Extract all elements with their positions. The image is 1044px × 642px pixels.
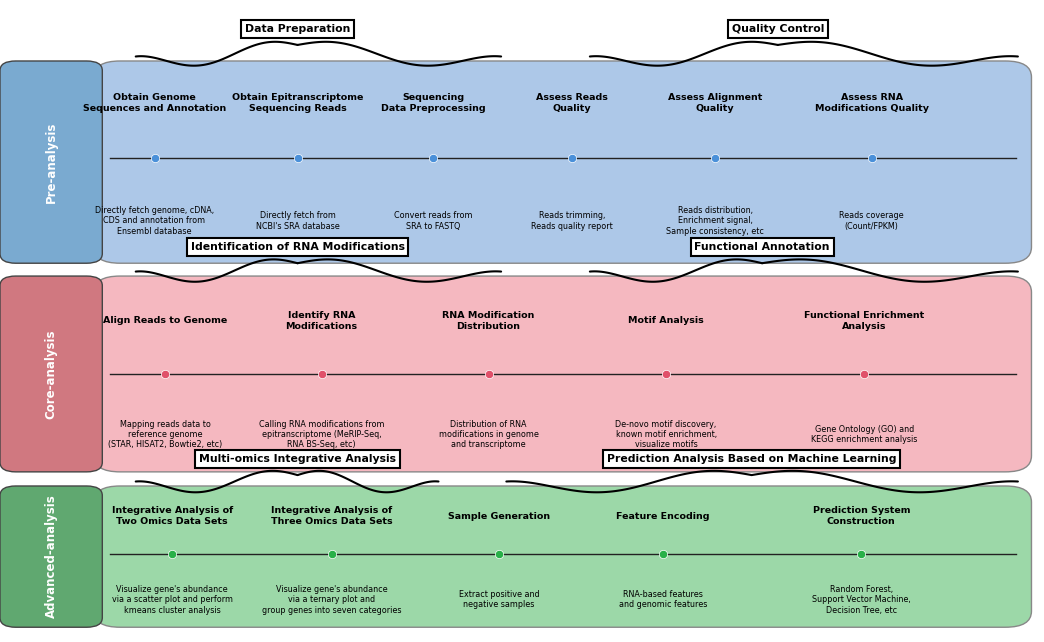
Text: Reads distribution,
Enrichment signal,
Sample consistency, etc: Reads distribution, Enrichment signal, S…	[666, 206, 764, 236]
Text: Assess Alignment
Quality: Assess Alignment Quality	[668, 93, 762, 114]
Text: Feature Encoding: Feature Encoding	[616, 512, 710, 521]
Text: Convert reads from
SRA to FASTQ: Convert reads from SRA to FASTQ	[394, 211, 473, 230]
Text: Quality Control: Quality Control	[732, 24, 824, 34]
Text: Gene Ontology (GO) and
KEGG enrichment analysis: Gene Ontology (GO) and KEGG enrichment a…	[811, 425, 918, 444]
Text: Directly fetch genome, cDNA,
CDS and annotation from
Ensembl database: Directly fetch genome, cDNA, CDS and ann…	[95, 206, 214, 236]
FancyBboxPatch shape	[0, 61, 102, 263]
Text: Random Forest,
Support Vector Machine,
Decision Tree, etc: Random Forest, Support Vector Machine, D…	[812, 585, 910, 614]
Text: Identify RNA
Modifications: Identify RNA Modifications	[285, 311, 358, 331]
Text: Core-analysis: Core-analysis	[45, 329, 57, 419]
Text: Reads coverage
(Count/FPKM): Reads coverage (Count/FPKM)	[839, 211, 904, 230]
Text: Reads trimming,
Reads quality report: Reads trimming, Reads quality report	[531, 211, 613, 230]
Text: Visualize gene's abundance
via a ternary plot and
group genes into seven categor: Visualize gene's abundance via a ternary…	[262, 585, 402, 614]
Text: Extract positive and
negative samples: Extract positive and negative samples	[458, 590, 540, 609]
Text: Prediction System
Construction: Prediction System Construction	[812, 506, 910, 526]
FancyBboxPatch shape	[0, 486, 102, 627]
Text: Distribution of RNA
modifications in genome
and transcriptome: Distribution of RNA modifications in gen…	[438, 420, 539, 449]
FancyBboxPatch shape	[94, 276, 1031, 472]
FancyBboxPatch shape	[94, 61, 1031, 263]
Text: Calling RNA modifications from
epitranscriptome (MeRIP-Seq,
RNA BS-Seq, etc): Calling RNA modifications from epitransc…	[259, 420, 384, 449]
Text: Align Reads to Genome: Align Reads to Genome	[102, 317, 228, 325]
Text: Obtain Epitranscriptome
Sequencing Reads: Obtain Epitranscriptome Sequencing Reads	[232, 93, 363, 114]
Text: Multi-omics Integrative Analysis: Multi-omics Integrative Analysis	[199, 454, 396, 464]
Text: Advanced-analysis: Advanced-analysis	[45, 495, 57, 618]
Text: De-novo motif discovery,
known motif enrichment,
visualize motifs: De-novo motif discovery, known motif enr…	[616, 420, 716, 449]
Text: Functional Annotation: Functional Annotation	[694, 242, 830, 252]
Text: Functional Enrichment
Analysis: Functional Enrichment Analysis	[804, 311, 925, 331]
FancyBboxPatch shape	[94, 486, 1031, 627]
Text: Pre-analysis: Pre-analysis	[45, 121, 57, 203]
Text: Data Preparation: Data Preparation	[245, 24, 350, 34]
Text: RNA Modification
Distribution: RNA Modification Distribution	[443, 311, 535, 331]
Text: RNA-based features
and genomic features: RNA-based features and genomic features	[619, 590, 707, 609]
Text: Motif Analysis: Motif Analysis	[628, 317, 704, 325]
Text: Integrative Analysis of
Three Omics Data Sets: Integrative Analysis of Three Omics Data…	[271, 506, 393, 526]
Text: Mapping reads data to
reference genome
(STAR, HISAT2, Bowtie2, etc): Mapping reads data to reference genome (…	[108, 420, 222, 449]
Text: Obtain Genome
Sequences and Annotation: Obtain Genome Sequences and Annotation	[82, 93, 227, 114]
Text: Directly fetch from
NCBI's SRA database: Directly fetch from NCBI's SRA database	[256, 211, 339, 230]
Text: Prediction Analysis Based on Machine Learning: Prediction Analysis Based on Machine Lea…	[607, 454, 897, 464]
Text: Visualize gene's abundance
via a scatter plot and perform
kmeans cluster analysi: Visualize gene's abundance via a scatter…	[112, 585, 233, 614]
Text: Sample Generation: Sample Generation	[448, 512, 550, 521]
Text: Assess RNA
Modifications Quality: Assess RNA Modifications Quality	[814, 93, 929, 114]
Text: Integrative Analysis of
Two Omics Data Sets: Integrative Analysis of Two Omics Data S…	[112, 506, 233, 526]
Text: Identification of RNA Modifications: Identification of RNA Modifications	[191, 242, 404, 252]
Text: Sequencing
Data Preprocessing: Sequencing Data Preprocessing	[381, 93, 485, 114]
Text: Assess Reads
Quality: Assess Reads Quality	[537, 93, 608, 114]
FancyBboxPatch shape	[0, 276, 102, 472]
